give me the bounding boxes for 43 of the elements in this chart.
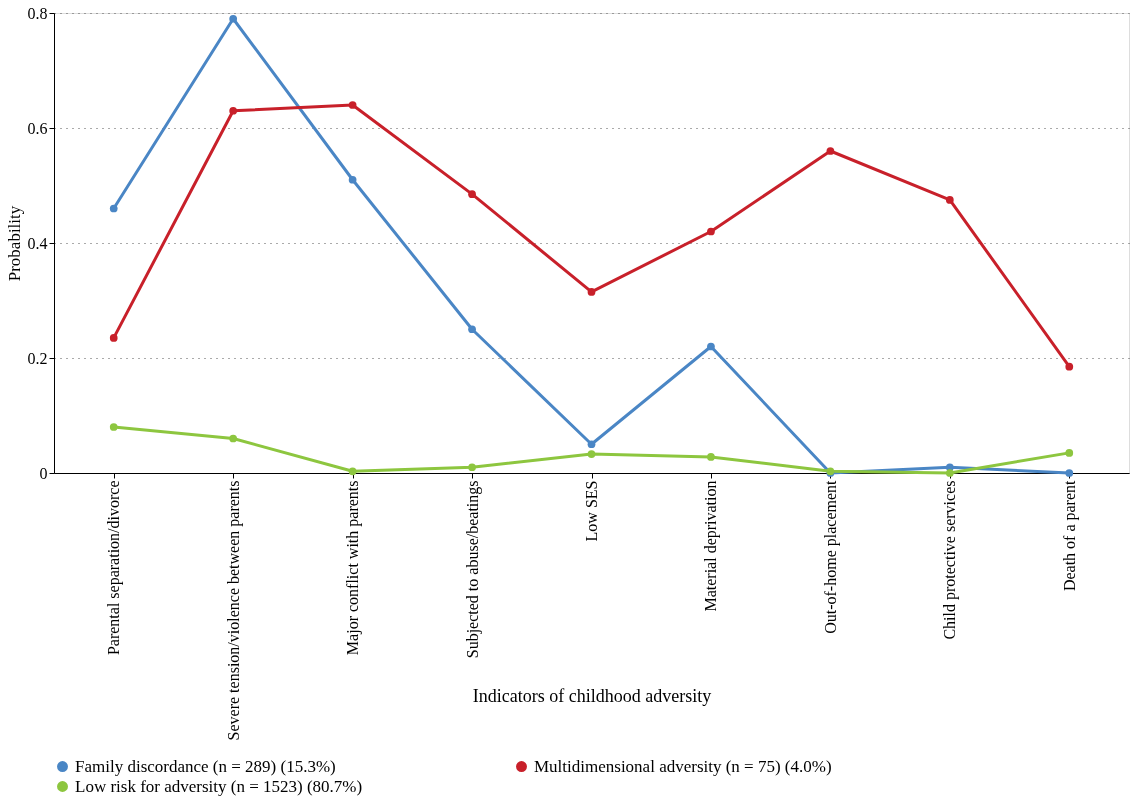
point: [109, 334, 118, 342]
x-tick-label: Subjected to abuse/beatings: [463, 480, 482, 659]
x-tick-label: Death of a parent: [1060, 479, 1079, 592]
y-axis-title: Probability: [4, 205, 24, 282]
legend-label: Low risk for adversity (n = 1523) (80.7%): [75, 776, 363, 796]
point: [587, 440, 596, 449]
point: [109, 423, 118, 431]
y-tick-label: 0.8: [27, 4, 48, 22]
x-axis-title: Indicators of childhood adversity: [472, 685, 712, 706]
y-tick-label: 0: [39, 464, 48, 482]
point: [348, 467, 357, 476]
point: [826, 147, 835, 155]
point: [229, 434, 238, 443]
x-tick-label: Out-of-home placement: [821, 479, 840, 634]
x-tick-label: Low SES: [583, 480, 600, 542]
y-tick-label: 0.2: [27, 349, 48, 367]
point: [1065, 362, 1074, 371]
point: [707, 453, 715, 461]
x-tick-label: Child protective services: [941, 480, 960, 640]
y-tick-label: 0.6: [27, 119, 48, 137]
legend-label: Multidimensional adversity (n = 75) (4.0%): [534, 756, 832, 776]
point: [468, 325, 476, 334]
point: [468, 463, 476, 472]
point: [468, 190, 476, 198]
point: [587, 288, 596, 296]
point: [587, 450, 596, 458]
point: [109, 204, 118, 213]
y-tick-label: 0.4: [27, 234, 48, 252]
point: [229, 14, 238, 23]
x-tick-label: Material deprivation: [702, 480, 721, 612]
point: [945, 469, 954, 477]
x-tick-label: Parental separation/divorce: [105, 480, 124, 656]
point: [945, 196, 954, 204]
x-tick-label: Severe tension/violence between parents: [224, 480, 243, 741]
point: [1065, 469, 1074, 477]
legend-label: Family discordance (n = 289) (15.3%): [75, 756, 336, 776]
point: [229, 106, 238, 115]
point: [707, 342, 715, 351]
point: [348, 175, 357, 184]
point: [1065, 449, 1074, 457]
x-tick-label: Major conflict with parents: [344, 480, 363, 656]
point: [707, 227, 715, 236]
point: [348, 101, 357, 109]
